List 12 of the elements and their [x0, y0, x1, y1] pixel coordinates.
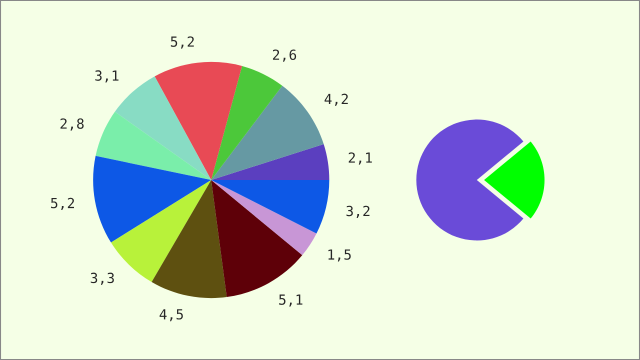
data-label: 2,6 [272, 49, 296, 62]
data-label: 1,5 [328, 249, 351, 262]
data-label: 3,3 [90, 272, 114, 285]
data-label: 5,2 [170, 36, 194, 49]
data-label: 2,8 [60, 118, 84, 131]
data-label: 3,2 [346, 206, 370, 218]
data-label: 2,1 [348, 152, 372, 165]
data-label: 5,2 [51, 198, 74, 210]
data-label: 4,2 [324, 94, 348, 106]
data-label: 4,5 [160, 309, 183, 322]
data-label: 3,1 [95, 70, 118, 83]
data-label: 5,1 [279, 294, 302, 307]
